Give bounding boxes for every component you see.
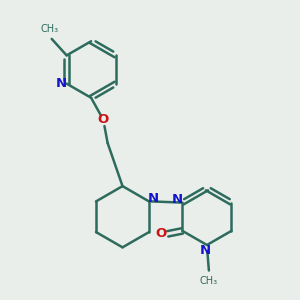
Text: O: O [156, 227, 167, 240]
Text: N: N [148, 192, 159, 205]
Text: N: N [172, 193, 183, 206]
Text: N: N [200, 244, 211, 256]
Text: O: O [97, 113, 109, 126]
Text: N: N [56, 77, 67, 90]
Text: CH₃: CH₃ [200, 276, 218, 286]
Text: CH₃: CH₃ [41, 24, 59, 34]
